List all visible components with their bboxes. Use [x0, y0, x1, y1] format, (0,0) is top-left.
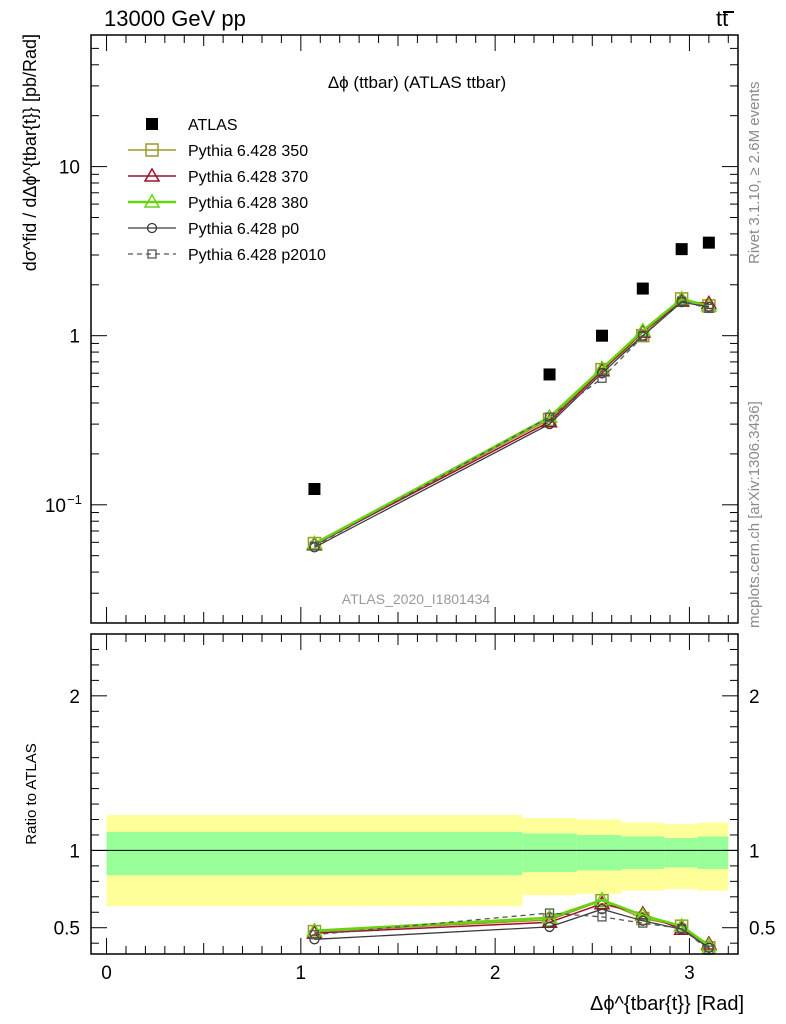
- ratio-x-tick-label: 3: [684, 963, 695, 984]
- main-plot-frame: [90, 34, 739, 624]
- legend-label: ATLAS: [188, 117, 238, 134]
- main-y-axis-label: dσ^fid / dΔϕ^{tbar{t}} [pb/Rad]: [20, 34, 40, 271]
- atlas-data-point: [636, 282, 649, 295]
- atlas-data-point: [595, 329, 608, 342]
- legend-label: Pythia 6.428 350: [188, 143, 308, 160]
- ratio-uncertainty-bands: [91, 814, 738, 907]
- ratio-x-tick-label: 1: [296, 963, 307, 984]
- ratio-series-point: [309, 930, 320, 940]
- legend-marker: [147, 249, 157, 259]
- main-series-point: [638, 331, 648, 342]
- legend-label: Pythia 6.428 370: [188, 169, 308, 186]
- atlas-data-point: [702, 236, 715, 249]
- main-series-point: [544, 412, 555, 422]
- chart-title: Δϕ (ttbar) (ATLAS ttbar): [328, 73, 506, 92]
- ratio-series-point: [638, 918, 648, 928]
- ratio-band-inner: [621, 836, 665, 869]
- ratio-series-point: [596, 904, 608, 915]
- ratio-series-point: [306, 922, 323, 937]
- ratio-y-tick-label-right: 0.5: [749, 919, 775, 940]
- legend-marker: [143, 167, 161, 182]
- ratio-band-inner: [576, 834, 622, 871]
- ratio-y-tick-label-right: 1: [749, 841, 760, 862]
- main-series-point: [704, 303, 714, 314]
- ratio-band-inner: [664, 838, 698, 868]
- main-series-point: [677, 296, 687, 306]
- legend-label: Pythia 6.428 p2010: [188, 247, 326, 264]
- legend-marker: [146, 222, 158, 234]
- main-series-line: [314, 300, 710, 547]
- ratio-plot-frame: [90, 633, 739, 955]
- main-y-tick-label: 10: [59, 158, 80, 179]
- ratio-series-line: [314, 912, 710, 951]
- header-process-label: 13000 GeV pp: [104, 6, 246, 31]
- main-series-point: [544, 418, 555, 430]
- ratio-y-tick-label: 2: [69, 687, 80, 708]
- ratio-band-inner: [106, 831, 523, 876]
- legend-label: Pythia 6.428 p0: [188, 221, 299, 238]
- main-series-point: [597, 373, 607, 383]
- ratio-series-point: [544, 921, 555, 933]
- main-y-tick-label: 1: [69, 327, 80, 348]
- atlas-data-point: [543, 368, 556, 381]
- ratio-band-inner: [522, 833, 577, 873]
- ratio-x-tick-label: 0: [101, 963, 112, 984]
- legend: ATLAS Pythia 6.428 350 Pythia 6.428 370 Pyt…: [128, 117, 326, 264]
- main-plot-data: [306, 236, 718, 553]
- legend-marker: [143, 193, 161, 208]
- tbar-overline: [723, 11, 734, 13]
- ratio-axis-ticks: 0.5 0.5 1 1 2 2 0 1 2 3: [54, 633, 775, 984]
- ratio-series-point: [677, 923, 687, 934]
- ratio-series-point: [544, 908, 555, 918]
- legend-marker-atlas: [146, 118, 158, 130]
- ratio-plot-data: [306, 891, 718, 955]
- ratio-y-axis-label: Ratio to ATLAS: [23, 743, 40, 844]
- ratio-series-point: [597, 912, 607, 922]
- ratio-y-tick-label-right: 2: [749, 687, 760, 708]
- ratio-x-tick-label: 2: [490, 963, 501, 984]
- legend-label: Pythia 6.428 380: [188, 195, 308, 212]
- main-y-tick-label: 10: [45, 496, 66, 517]
- atlas-data-point: [308, 483, 321, 496]
- main-series-point: [309, 541, 320, 551]
- analysis-watermark: ATLAS_2020_I1801434: [342, 591, 491, 607]
- x-axis-label: Δϕ^{tbar{t}} [Rad]: [590, 993, 744, 1015]
- main-y-tick-exponent: −1: [67, 492, 82, 507]
- legend-marker: [145, 143, 159, 157]
- atlas-data-point: [675, 243, 688, 256]
- ratio-y-tick-label: 1: [69, 841, 80, 862]
- ratio-band-inner: [697, 836, 729, 869]
- ratio-y-tick-label: 0.5: [54, 919, 80, 940]
